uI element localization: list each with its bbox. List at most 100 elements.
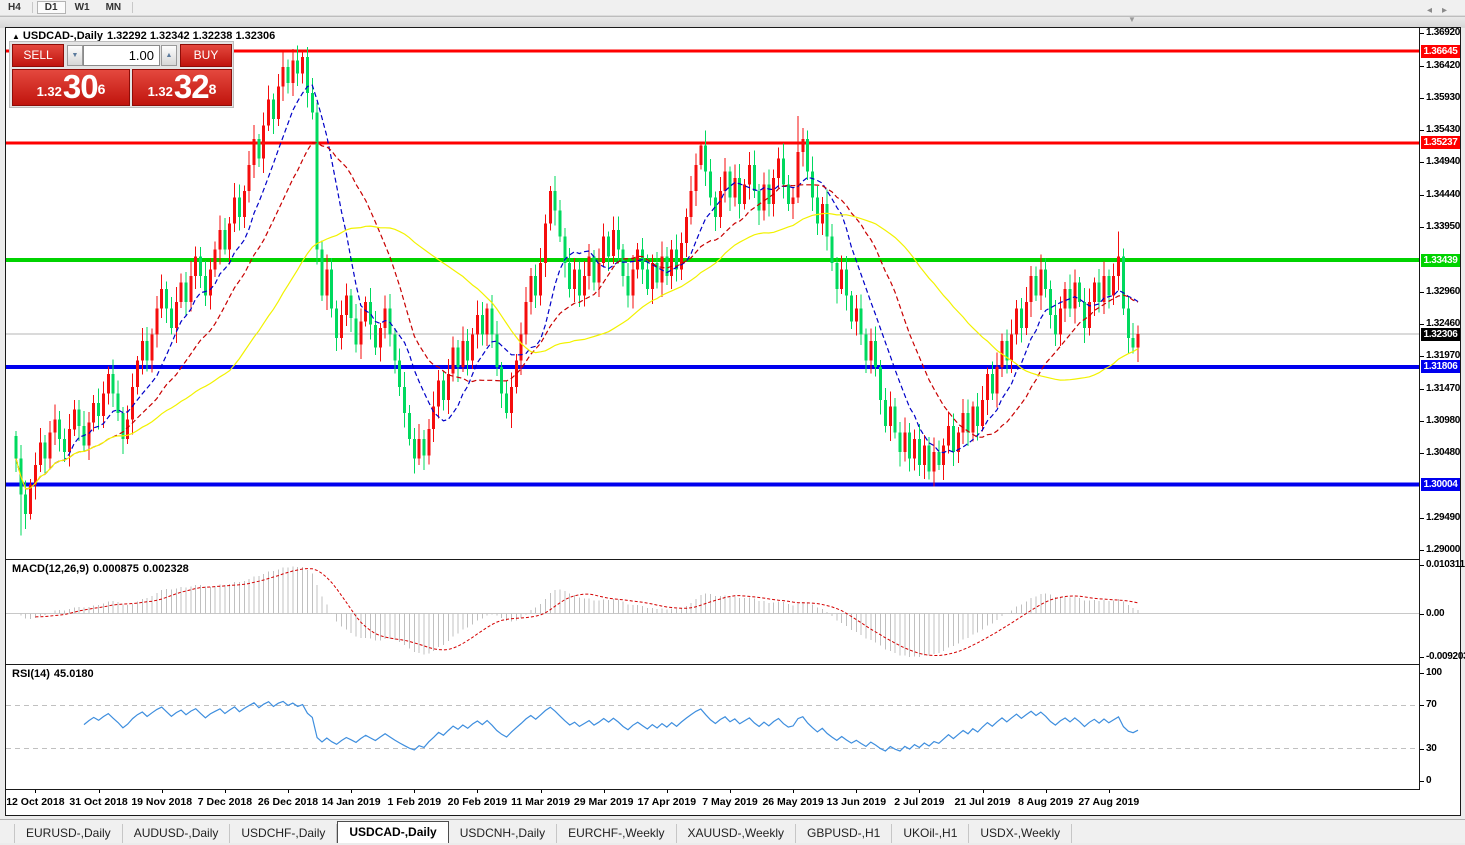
- pane-separator[interactable]: [6, 559, 1460, 560]
- macd-value-signal: 0.002328: [142, 563, 189, 575]
- toolbar-separator: [132, 2, 134, 13]
- chart-tab-bar: EURUSD-,Daily AUDUSD-,Daily USDCHF-,Daily U…: [0, 819, 1465, 843]
- rsi-chart: [6, 700, 1419, 752]
- date-label: 26 Dec 2018: [257, 796, 319, 808]
- chart-tab-eurusd-daily[interactable]: EURUSD-,Daily: [14, 824, 123, 843]
- axis-tick: [1420, 453, 1424, 455]
- period-button-h4[interactable]: H4: [8, 2, 21, 13]
- rsi-tick-label: 70: [1426, 699, 1437, 711]
- one-click-trading-panel: SELL ▼ ▲ BUY 1.32 30 6 1.32 32 8: [9, 41, 234, 108]
- chart-tab-xauusd-weekly[interactable]: XAUUSD-,Weekly: [677, 824, 796, 843]
- volume-input[interactable]: [83, 45, 160, 66]
- chart-tab-ukoil-h1[interactable]: UKOil-,H1: [892, 824, 970, 843]
- axis-tick: [1420, 550, 1424, 551]
- date-tick: [98, 790, 100, 793]
- price-tick-label: 1.30480: [1426, 447, 1461, 459]
- price-level-badge: 1.31806: [1421, 360, 1460, 374]
- price-tick-label: 1.30980: [1426, 414, 1461, 426]
- chart-tab-usdcad-daily[interactable]: USDCAD-,Daily: [337, 821, 449, 843]
- price-tick-label: 1.32460: [1426, 318, 1461, 330]
- axis-tick: [1420, 518, 1424, 519]
- price-tick-label: 1.36920: [1426, 27, 1461, 38]
- date-label: 20 Feb 2019: [447, 796, 508, 808]
- period-button-mn[interactable]: MN: [105, 2, 122, 13]
- moving-average-21[interactable]: [15, 142, 1139, 490]
- price-tick-label: 1.32960: [1426, 285, 1461, 297]
- chart-tab-usdchf-daily[interactable]: USDCHF-,Daily: [230, 824, 338, 843]
- date-tick: [161, 790, 163, 793]
- buy-price-prefix: 1.32: [147, 84, 173, 99]
- pane-separator[interactable]: [6, 789, 1460, 790]
- date-label: 7 May 2019: [702, 796, 758, 808]
- price-tick-label: 1.29000: [1426, 544, 1461, 555]
- chart-tab-usdcnh-daily[interactable]: USDCNH-,Daily: [449, 824, 558, 843]
- date-tick: [477, 790, 479, 793]
- macd-tick-label: 0.010311: [1426, 559, 1465, 570]
- macd-chart: [6, 566, 1419, 657]
- date-tick: [982, 790, 984, 793]
- date-label: 8 Aug 2019: [1018, 796, 1074, 808]
- macd-name: MACD(12,26,9): [12, 563, 90, 575]
- price-tick-label: 1.31970: [1426, 350, 1461, 362]
- chart-tab-usdx-weekly[interactable]: USDX-,Weekly: [969, 824, 1073, 843]
- price-tick-label: 1.34940: [1426, 156, 1461, 168]
- date-label: 14 Jan 2019: [321, 796, 381, 808]
- collapse-chart-icon[interactable]: ▲: [12, 32, 20, 41]
- price-tick-label: 1.35930: [1426, 91, 1461, 103]
- price-level-badge: 1.36645: [1421, 44, 1460, 58]
- sell-button[interactable]: SELL: [12, 44, 64, 67]
- axis-tick: [1420, 657, 1424, 658]
- chart-window: ▲ USDCAD-,Daily 1.32292 1.32342 1.32238 1.…: [5, 27, 1465, 816]
- macd-pane: MACD(12,26,9) 0.000875 0.002328: [6, 560, 1419, 664]
- price-level-badge: 1.33439: [1421, 253, 1460, 267]
- candlestick-chart[interactable]: [6, 28, 1419, 559]
- date-label: 27 Aug 2019: [1078, 796, 1140, 808]
- buy-button[interactable]: BUY: [180, 44, 232, 67]
- macd-signal-line: [35, 568, 1139, 656]
- axis-tick: [1420, 781, 1424, 782]
- chart-tab-gbpusd-h1[interactable]: GBPUSD-,H1: [796, 824, 893, 843]
- volume-increase-button[interactable]: ▲: [161, 45, 177, 66]
- period-toolbar: H4 D1 W1 MN: [0, 0, 1465, 16]
- axis-tick: [1420, 356, 1424, 358]
- tab-scroll-right-icon[interactable]: ▸: [1441, 5, 1457, 16]
- tab-scroll-arrows[interactable]: ◂▸: [1427, 5, 1457, 16]
- axis-tick: [1420, 65, 1424, 67]
- axis-tick: [1420, 291, 1424, 293]
- chart-tab-audusd-daily[interactable]: AUDUSD-,Daily: [123, 824, 231, 843]
- pane-separator[interactable]: [6, 664, 1460, 665]
- axis-tick: [1420, 194, 1424, 196]
- chart-ohlc-values: 1.32292 1.32342 1.32238 1.32306: [107, 30, 276, 42]
- date-tick: [35, 790, 37, 793]
- tab-scroll-left-icon[interactable]: ◂: [1426, 5, 1442, 16]
- chart-title[interactable]: ▲ USDCAD-,Daily 1.32292 1.32342 1.32238 1.…: [12, 30, 279, 42]
- date-label: 19 Nov 2018: [131, 796, 193, 808]
- date-tick: [856, 790, 858, 793]
- axis-tick: [1420, 162, 1424, 164]
- price-level-badge: 1.35237: [1421, 136, 1460, 150]
- axis-tick: [1420, 420, 1424, 422]
- moving-average-45[interactable]: [15, 212, 1139, 490]
- date-label: 12 Oct 2018: [6, 796, 65, 808]
- date-axis[interactable]: 12 Oct 2018 31 Oct 2018 19 Nov 2018 7 De…: [6, 790, 1460, 815]
- period-button-w1[interactable]: W1: [74, 2, 90, 13]
- panel-collapse-icon[interactable]: ▼: [1128, 15, 1136, 24]
- buy-price-button[interactable]: 1.32 32 8: [132, 69, 232, 106]
- window-top-strip: [0, 16, 1465, 28]
- rsi-tick-label: 0: [1426, 775, 1432, 786]
- axis-tick: [1420, 33, 1424, 34]
- rsi-name: RSI(14): [12, 668, 50, 680]
- rsi-line: [83, 700, 1139, 752]
- date-label: 2 Jul 2019: [894, 796, 945, 808]
- period-button-d1[interactable]: D1: [36, 1, 66, 14]
- toolbar-separator: [31, 2, 33, 13]
- date-tick: [224, 790, 226, 793]
- moving-average-10[interactable]: [15, 84, 1139, 490]
- price-scale[interactable]: 1.36920 1.36420 1.35930 1.35430 1.34940 …: [1419, 27, 1465, 790]
- main-chart-pane[interactable]: ▲ USDCAD-,Daily 1.32292 1.32342 1.32238 1.…: [6, 28, 1419, 559]
- rsi-label: RSI(14) 45.0180: [12, 668, 98, 680]
- date-label: 29 Mar 2019: [573, 796, 634, 808]
- volume-decrease-button[interactable]: ▼: [67, 45, 83, 66]
- sell-price-button[interactable]: 1.32 30 6: [12, 69, 130, 106]
- chart-tab-eurchf-weekly[interactable]: EURCHF-,Weekly: [557, 824, 677, 843]
